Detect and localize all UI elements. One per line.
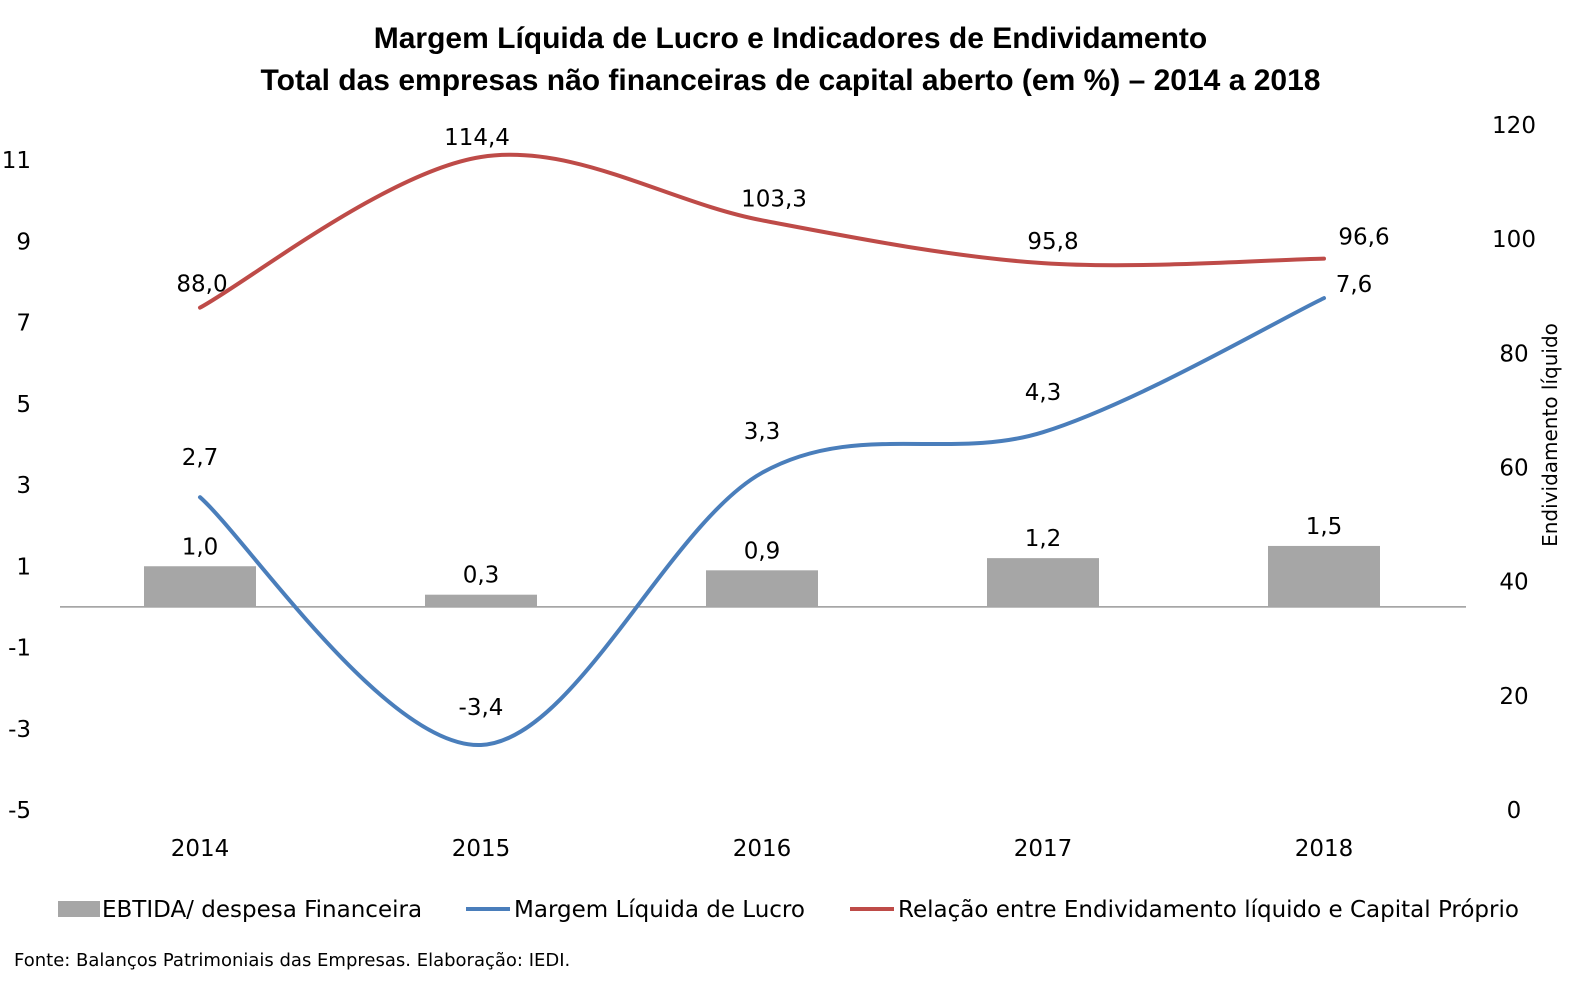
x-tick-2014: 2014 [171, 836, 230, 862]
chart-title-line2: Total das empresas não financeiras de ca… [260, 64, 1321, 97]
label-endividamento-2017: 95,8 [1027, 229, 1078, 255]
x-axis: 2014 2015 2016 2017 2018 [171, 836, 1354, 862]
label-margem-2015: -3,4 [459, 695, 504, 721]
right-axis: 0 20 40 60 80 100 120 [1492, 113, 1536, 824]
label-margem-2014: 2,7 [182, 445, 219, 471]
left-axis: -5 -3 -1 1 3 5 7 9 11 [2, 148, 31, 824]
left-axis-tick: 3 [16, 473, 31, 499]
left-axis-tick: 9 [16, 229, 31, 255]
line-endividamento [198, 152, 1326, 310]
left-axis-tick: 1 [16, 554, 31, 580]
x-tick-2015: 2015 [452, 836, 511, 862]
legend: EBTIDA/ despesa Financeira Margem Líquida… [58, 897, 1519, 923]
label-margem-2017: 4,3 [1025, 380, 1062, 406]
bar-ebtida-2015 [425, 594, 537, 607]
bar-label-2017: 1,2 [1025, 526, 1062, 552]
left-axis-tick: -3 [8, 717, 31, 743]
legend-swatch-ebtida [58, 901, 100, 917]
left-axis-tick: -5 [8, 798, 31, 824]
right-axis-tick: 0 [1507, 798, 1522, 824]
label-margem-2016: 3,3 [744, 419, 781, 445]
x-tick-2017: 2017 [1014, 836, 1073, 862]
x-tick-2016: 2016 [733, 836, 792, 862]
right-axis-tick: 120 [1492, 113, 1536, 139]
line-series [198, 152, 1326, 748]
label-endividamento-2015: 114,4 [444, 125, 510, 151]
bar-series [144, 545, 1380, 607]
right-axis-tick: 100 [1492, 227, 1536, 253]
bar-label-2016: 0,9 [744, 538, 781, 564]
right-axis-tick: 40 [1499, 570, 1528, 596]
left-axis-tick: 7 [16, 311, 31, 337]
line-margem [198, 296, 1326, 748]
legend-label-ebtida: EBTIDA/ despesa Financeira [102, 897, 422, 923]
right-axis-tick: 80 [1499, 341, 1528, 367]
right-axis-tick: 60 [1499, 456, 1528, 482]
bar-label-2014: 1,0 [182, 534, 219, 560]
source-note: Fonte: Balanços Patrimoniais das Empresa… [14, 950, 571, 971]
left-axis-tick: -1 [8, 636, 31, 662]
legend-label-endividamento: Relação entre Endividamento líquido e Ca… [898, 897, 1519, 923]
chart-title-line1: Margem Líquida de Lucro e Indicadores de… [373, 22, 1208, 55]
label-margem-2018: 7,6 [1336, 272, 1373, 298]
right-axis-tick: 20 [1499, 684, 1528, 710]
left-axis-tick: 5 [16, 392, 31, 418]
left-axis-tick: 11 [2, 148, 31, 174]
bar-ebtida-2016 [706, 570, 818, 607]
right-axis-title: Endividamento líquido [1538, 323, 1562, 547]
bar-label-2018: 1,5 [1306, 514, 1343, 540]
bar-ebtida-2017 [987, 558, 1099, 607]
legend-label-margem: Margem Líquida de Lucro [514, 897, 805, 923]
label-endividamento-2018: 96,6 [1338, 225, 1389, 251]
bar-ebtida-2018 [1268, 545, 1380, 607]
bar-ebtida-2014 [144, 566, 256, 607]
data-labels: 1,0 0,3 0,9 1,2 1,5 2,7 -3,4 3,3 4,3 7,6 88,0 114,4… [176, 125, 1389, 721]
label-endividamento-2016: 103,3 [741, 186, 807, 212]
x-tick-2018: 2018 [1295, 836, 1354, 862]
label-endividamento-2014: 88,0 [176, 272, 227, 298]
bar-label-2015: 0,3 [463, 563, 500, 589]
chart-title: Margem Líquida de Lucro e Indicadores de… [0, 18, 1581, 102]
